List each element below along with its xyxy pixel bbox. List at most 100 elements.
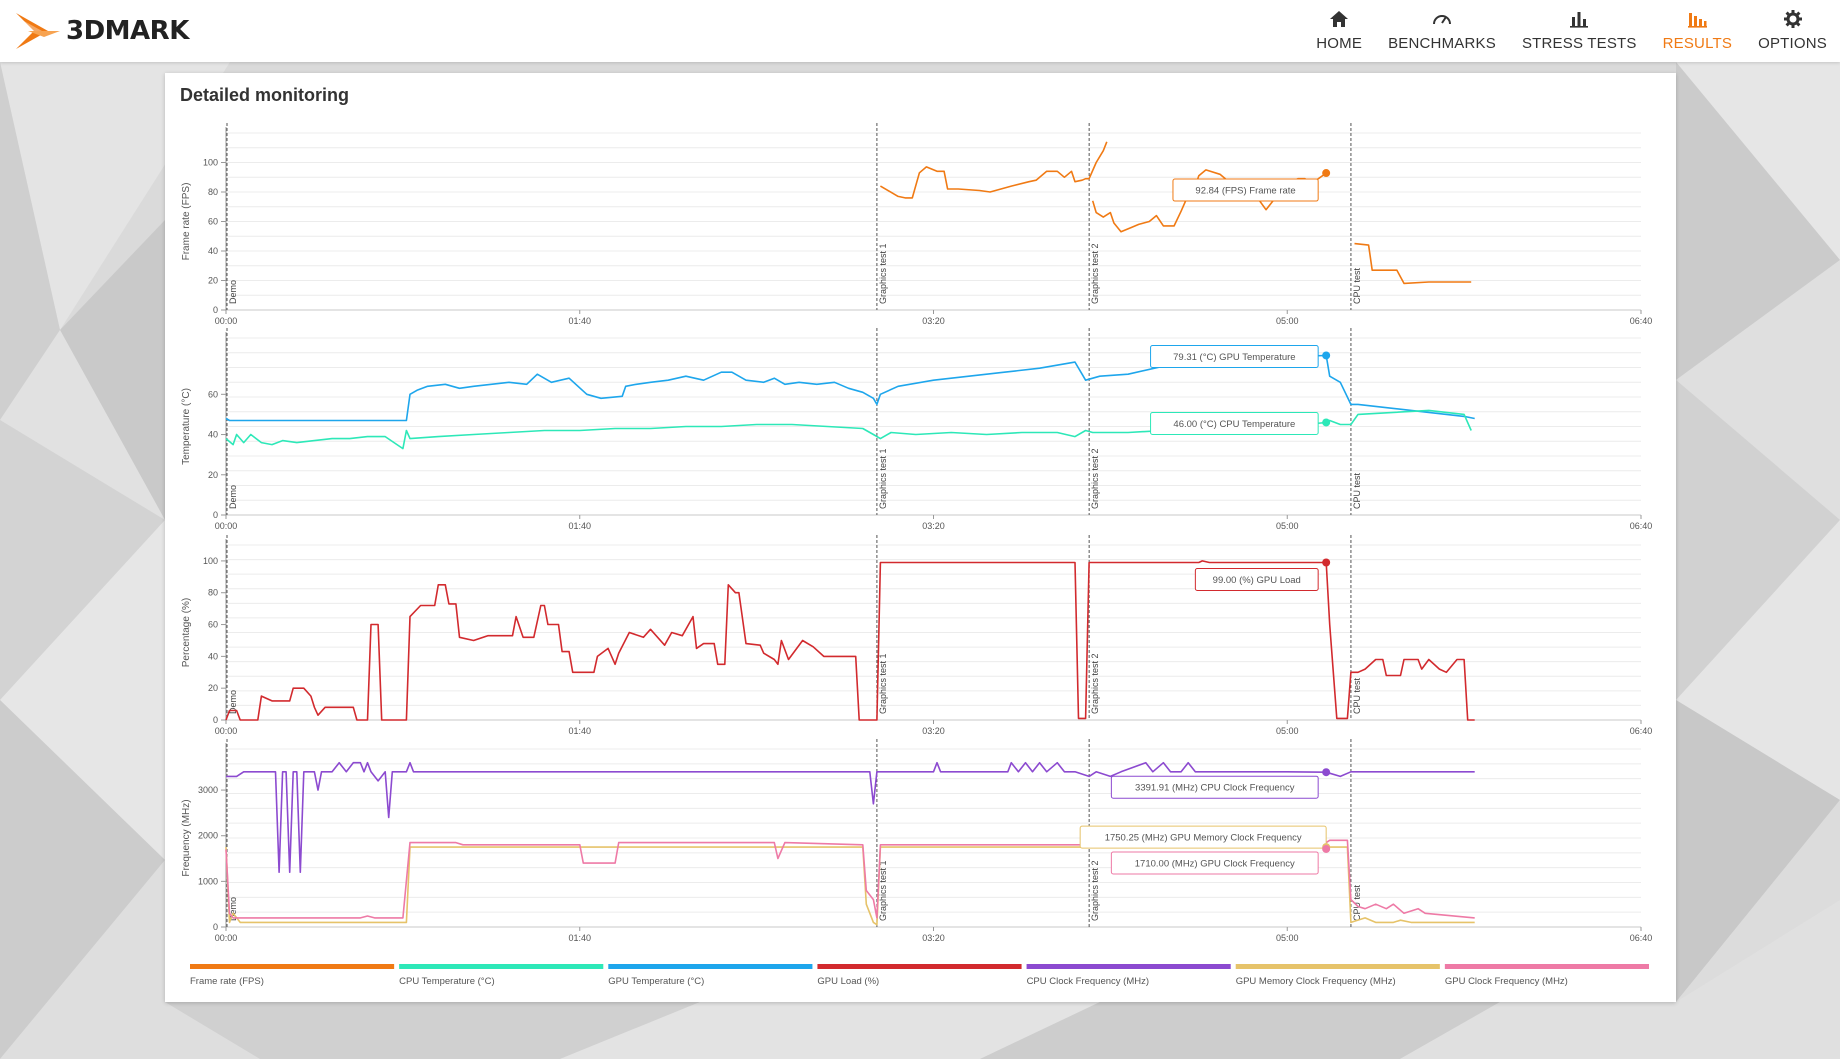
nav-stress-tests[interactable]: STRESS TESTS: [1509, 0, 1650, 62]
app-logo[interactable]: 3DMARK: [14, 8, 189, 54]
tooltip-text: 3391.91 (MHz) CPU Clock Frequency: [1135, 783, 1295, 794]
x-tick-label: 01:40: [568, 726, 591, 736]
y-tick-label: 80: [208, 187, 218, 197]
x-tick-label: 03:20: [922, 726, 945, 736]
x-tick-label: 06:40: [1630, 521, 1653, 531]
logo-mark-icon: [16, 13, 60, 49]
series-line: [879, 141, 1472, 285]
detailed-monitoring-panel: Detailed monitoring 0 20 40 60 80 100 Frame ra…: [165, 73, 1676, 1002]
legend-swatch: [190, 964, 395, 969]
panel-title: Detailed monitoring: [180, 85, 350, 105]
legend-swatch: [1235, 964, 1440, 969]
y-tick-label: 3000: [198, 785, 218, 795]
main-nav: HOME BENCHMARKS STRESS TESTS RESULTS OPT…: [1303, 0, 1840, 62]
nav-results-label: RESULTS: [1662, 35, 1733, 52]
section-label: Demo: [228, 280, 238, 304]
legend-swatch: [399, 964, 604, 969]
legend-label: GPU Memory Clock Frequency (MHz): [1236, 976, 1396, 987]
y-tick-label: 60: [208, 620, 218, 630]
y-tick-label: 100: [203, 556, 218, 566]
tooltip-box: [1110, 851, 1319, 875]
x-tick-label: 06:40: [1630, 726, 1653, 736]
home-icon: [1330, 11, 1349, 27]
tooltip-marker: [1322, 768, 1331, 777]
x-tick-label: 00:00: [215, 521, 238, 531]
legend-label: CPU Clock Frequency (MHz): [1027, 976, 1149, 987]
tooltip-box: [1110, 775, 1319, 799]
tooltip-text: 1710.00 (MHz) GPU Clock Frequency: [1135, 858, 1295, 869]
x-tick-label: 06:40: [1630, 933, 1653, 943]
tooltip-box: [1079, 825, 1327, 849]
x-tick-label: 00:00: [215, 726, 238, 736]
x-tick-label: 05:00: [1276, 933, 1299, 943]
nav-home[interactable]: HOME: [1303, 0, 1375, 62]
logo-text: 3DMARK: [66, 16, 189, 46]
nav-options-label: OPTIONS: [1758, 35, 1827, 52]
y-axis-label: Frequency (MHz): [181, 799, 192, 876]
tooltip-box: [1194, 568, 1319, 591]
x-tick-label: 01:40: [568, 521, 591, 531]
legend-label: CPU Temperature (°C): [399, 976, 494, 987]
section-label: Demo: [228, 690, 238, 714]
section-label: Graphics test 2: [1090, 243, 1100, 304]
tooltip-box: [1150, 411, 1319, 435]
nav-home-label: HOME: [1316, 35, 1363, 52]
x-tick-label: 00:00: [215, 316, 238, 326]
tooltip-marker: [1322, 418, 1331, 427]
x-tick-label: 03:20: [922, 521, 945, 531]
section-label: Demo: [228, 897, 238, 921]
section-label: Graphics test 1: [878, 448, 888, 509]
tooltip-text: 46.00 (°C) CPU Temperature: [1173, 419, 1295, 430]
y-tick-label: 2000: [198, 831, 218, 841]
x-tick-label: 06:40: [1630, 316, 1653, 326]
top-navigation-bar: 3DMARK HOME BENCHMARKS STRESS TESTS RESU…: [0, 0, 1840, 62]
y-tick-label: 20: [208, 683, 218, 693]
y-tick-label: 100: [203, 158, 218, 168]
section-label: Graphics test 2: [1090, 653, 1100, 714]
section-label: CPU test: [1352, 267, 1362, 304]
tooltip-box: [1172, 178, 1319, 202]
legend-swatch: [608, 964, 813, 969]
series-line: [225, 560, 1475, 721]
tooltip-marker: [1322, 844, 1331, 853]
tooltip-text: 79.31 (°C) GPU Temperature: [1173, 352, 1295, 363]
y-tick-label: 1000: [198, 876, 218, 886]
y-tick-label: 20: [208, 276, 218, 286]
tooltip-marker: [1322, 169, 1331, 178]
section-label: Graphics test 2: [1090, 860, 1100, 921]
tooltip-box: [1150, 344, 1319, 368]
y-tick-label: 60: [208, 217, 218, 227]
nav-benchmarks[interactable]: BENCHMARKS: [1375, 0, 1509, 62]
section-label: Graphics test 1: [878, 653, 888, 714]
legend-swatch: [1026, 964, 1231, 969]
tooltip-marker: [1322, 558, 1331, 567]
x-tick-label: 00:00: [215, 933, 238, 943]
section-label: Graphics test 1: [878, 860, 888, 921]
y-tick-label: 0: [213, 510, 218, 520]
gear-icon: [1783, 10, 1802, 28]
y-tick-label: 0: [213, 715, 218, 725]
y-axis-label: Percentage (%): [181, 598, 192, 667]
results-icon: [1688, 13, 1708, 28]
y-axis-label: Frame rate (FPS): [181, 183, 192, 261]
gauge-icon: [1433, 15, 1451, 25]
y-tick-label: 20: [208, 470, 218, 480]
section-label: Graphics test 2: [1090, 448, 1100, 509]
x-tick-label: 03:20: [922, 933, 945, 943]
x-tick-label: 05:00: [1276, 521, 1299, 531]
tooltip-marker: [1322, 351, 1331, 360]
y-tick-label: 80: [208, 588, 218, 598]
section-label: Graphics test 1: [878, 243, 888, 304]
nav-stress-tests-label: STRESS TESTS: [1521, 35, 1637, 52]
x-tick-label: 01:40: [568, 316, 591, 326]
section-label: CPU test: [1352, 677, 1362, 714]
y-tick-label: 0: [213, 922, 218, 932]
x-tick-label: 05:00: [1276, 726, 1299, 736]
legend-swatch: [817, 964, 1022, 969]
tooltip-text: 92.84 (FPS) Frame rate: [1195, 186, 1295, 197]
nav-results[interactable]: RESULTS: [1650, 0, 1745, 62]
section-label: CPU test: [1352, 884, 1362, 921]
nav-options[interactable]: OPTIONS: [1745, 0, 1840, 62]
x-tick-label: 01:40: [568, 933, 591, 943]
